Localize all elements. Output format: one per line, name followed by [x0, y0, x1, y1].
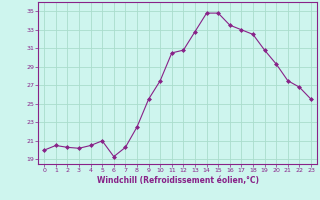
X-axis label: Windchill (Refroidissement éolien,°C): Windchill (Refroidissement éolien,°C)	[97, 176, 259, 185]
